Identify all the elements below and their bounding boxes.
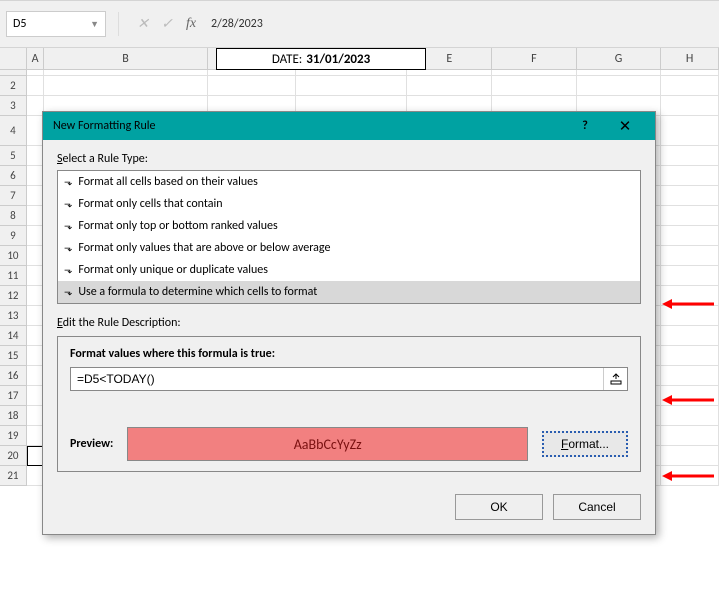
cell[interactable]	[661, 146, 719, 166]
formula-input[interactable]	[71, 372, 603, 386]
rule-type-item-selected[interactable]: Use a formula to determine which cells t…	[58, 281, 640, 303]
close-button[interactable]: ✕	[605, 117, 645, 136]
help-button[interactable]: ?	[565, 119, 605, 133]
cell[interactable]	[661, 76, 719, 96]
row-header[interactable]: 16	[0, 366, 27, 386]
row-header[interactable]: 4	[0, 116, 27, 146]
formula-heading: Format values where this formula is true…	[70, 347, 628, 361]
cell[interactable]	[407, 76, 492, 96]
row-header[interactable]: 10	[0, 246, 27, 266]
cancel-icon[interactable]: ✕	[131, 12, 155, 36]
row-header[interactable]: 20	[0, 446, 27, 466]
collapse-dialog-icon[interactable]	[603, 368, 627, 390]
check-icon[interactable]: ✓	[155, 12, 179, 36]
row-header[interactable]: 21	[0, 466, 27, 486]
preview-label: Preview:	[70, 437, 113, 451]
select-rule-type-label: Select a Rule Type:	[57, 152, 641, 166]
row-header[interactable]: 14	[0, 326, 27, 346]
cell[interactable]	[661, 426, 719, 446]
cell[interactable]	[661, 346, 719, 366]
rule-type-item[interactable]: Format all cells based on their values	[58, 171, 640, 193]
cell[interactable]	[296, 76, 407, 96]
cell[interactable]	[661, 166, 719, 186]
cell[interactable]	[661, 266, 719, 286]
row-header[interactable]: 17	[0, 386, 27, 406]
chevron-down-icon[interactable]: ▼	[90, 19, 99, 30]
cell[interactable]	[27, 76, 45, 96]
format-btn-rest: ormat...	[568, 437, 609, 451]
rule-description-box: Format values where this formula is true…	[57, 336, 641, 472]
col-header-a[interactable]: A	[27, 48, 44, 69]
rule-type-item[interactable]: Format only cells that contain	[58, 193, 640, 215]
cell[interactable]	[661, 116, 719, 146]
annotation-arrow	[662, 298, 714, 306]
cancel-button[interactable]: Cancel	[553, 494, 641, 520]
format-button[interactable]: Format...	[542, 431, 628, 457]
formula-bar-value: 2/28/2023	[211, 17, 263, 31]
cell[interactable]	[661, 226, 719, 246]
dialog-titlebar[interactable]: New Formatting Rule ? ✕	[43, 112, 655, 140]
col-header-f[interactable]: F	[492, 48, 577, 69]
cell[interactable]	[661, 246, 719, 266]
select-all-corner[interactable]	[0, 48, 27, 69]
new-formatting-rule-dialog: New Formatting Rule ? ✕ Select a Rule Ty…	[42, 111, 656, 535]
fx-icon[interactable]: fx	[179, 12, 203, 36]
row-header[interactable]: 12	[0, 286, 27, 306]
cell[interactable]	[661, 446, 719, 466]
rule-type-list[interactable]: Format all cells based on their values F…	[57, 170, 641, 304]
cell[interactable]	[661, 326, 719, 346]
row-header[interactable]: 13	[0, 306, 27, 326]
col-header-h[interactable]: H	[661, 48, 719, 69]
row-header[interactable]: 18	[0, 406, 27, 426]
date-banner: DATE: 31/01/2023	[216, 48, 426, 70]
cell[interactable]	[208, 76, 296, 96]
dialog-title: New Formatting Rule	[53, 119, 156, 133]
cell[interactable]	[661, 206, 719, 226]
cell[interactable]	[492, 76, 577, 96]
cell[interactable]	[661, 96, 719, 116]
rule-type-item[interactable]: Format only values that are above or bel…	[58, 237, 640, 259]
formula-input-wrap	[70, 367, 628, 391]
formula-bar[interactable]: 2/28/2023	[203, 11, 713, 37]
rule-type-item[interactable]: Format only top or bottom ranked values	[58, 215, 640, 237]
row-header[interactable]: 5	[0, 146, 27, 166]
row-header[interactable]: 19	[0, 426, 27, 446]
row-header[interactable]: 11	[0, 266, 27, 286]
divider	[118, 12, 119, 36]
row-header[interactable]: 15	[0, 346, 27, 366]
annotation-arrow	[662, 470, 714, 478]
col-header-g[interactable]: G	[577, 48, 662, 69]
row-header[interactable]: 6	[0, 166, 27, 186]
name-box[interactable]: D5 ▼	[6, 11, 106, 37]
cell[interactable]	[577, 76, 662, 96]
cell[interactable]	[661, 186, 719, 206]
preview-sample: AaBbCcYyZz	[127, 427, 528, 461]
col-header-b[interactable]: B	[44, 48, 207, 69]
row-header[interactable]: 9	[0, 226, 27, 246]
rule-type-item[interactable]: Format only unique or duplicate values	[58, 259, 640, 281]
edit-rule-description-label: Edit the Rule Description:	[57, 316, 641, 330]
row-header[interactable]: 7	[0, 186, 27, 206]
row-header[interactable]: 3	[0, 96, 27, 116]
row-header[interactable]: 8	[0, 206, 27, 226]
cell[interactable]	[661, 366, 719, 386]
annotation-arrow	[662, 394, 714, 402]
row-header[interactable]: 2	[0, 76, 27, 96]
ok-button[interactable]: OK	[455, 494, 543, 520]
cell[interactable]	[44, 76, 207, 96]
name-box-value: D5	[13, 17, 26, 31]
cell[interactable]	[661, 406, 719, 426]
